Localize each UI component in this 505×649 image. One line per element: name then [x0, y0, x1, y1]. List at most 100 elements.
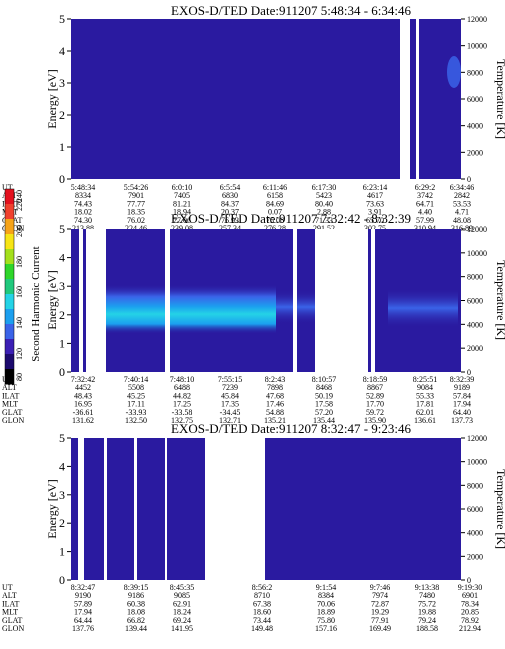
- table-cell: 213.88: [72, 224, 94, 233]
- ytick-label: 0: [59, 365, 65, 379]
- y2tick-label: 12000: [467, 15, 487, 24]
- table-cell: 18.08: [127, 608, 145, 617]
- colorbar-tick: 120: [15, 348, 24, 360]
- table-cell: 9:19:30: [458, 583, 482, 592]
- table-cell: 77.06: [173, 216, 191, 225]
- ytick-label: 1: [59, 336, 65, 350]
- table-cell: 7:32:42: [71, 375, 95, 384]
- colorbar-swatch: [5, 339, 14, 355]
- table-cell: -33.93: [126, 408, 147, 417]
- table-cell: 9:13:38: [415, 583, 439, 592]
- table-cell: 45.25: [127, 391, 145, 400]
- table-cell: 291.52: [313, 224, 335, 233]
- panel-1-left-ticks: 0 1 2 3 4 5: [59, 12, 71, 186]
- table-row-label: GLON: [2, 416, 24, 425]
- table-cell: -36.61: [73, 408, 94, 417]
- panel-3-left-ticks: 0 1 2 3 4 5: [59, 431, 71, 587]
- ytick-label: 0: [59, 573, 65, 587]
- table-cell: 149.48: [251, 624, 273, 633]
- y2tick-label: 6000: [467, 95, 483, 104]
- table-cell: 6488: [174, 383, 190, 392]
- colorbar-tick: 180: [15, 256, 24, 268]
- table-cell: 8:56:2: [252, 583, 272, 592]
- table-cell: 44.82: [173, 391, 191, 400]
- ytick-label: 2: [59, 516, 65, 530]
- colorbar-frame: [4, 188, 15, 385]
- table-cell: 72.87: [371, 599, 389, 608]
- colorbar-label: Second Harmonic Current: [30, 246, 42, 361]
- table-cell: 59.72: [366, 408, 384, 417]
- colorbar-swatch: [5, 189, 14, 205]
- panel-3-y2label: Temperature [K]: [494, 469, 505, 549]
- colorbar-swatch: [5, 264, 14, 280]
- table-cell: 64.40: [453, 408, 471, 417]
- table-cell: 132.71: [219, 416, 241, 425]
- panel-3-title: EXOS-D/TED Date:911207 8:32:47 - 9:23:46: [171, 421, 411, 436]
- table-cell: 139.44: [125, 624, 147, 633]
- table-row-label: MLT: [2, 400, 18, 409]
- table-cell: 8867: [367, 383, 383, 392]
- table-cell: 8:45:35: [170, 583, 194, 592]
- ytick-label: 3: [59, 76, 65, 90]
- table-cell: 71.33: [315, 216, 333, 225]
- colorbar-swatch: [5, 249, 14, 265]
- table-cell: 5:48:34: [71, 183, 95, 192]
- table-cell: 8:18:59: [363, 375, 387, 384]
- table-cell: 78.92: [461, 616, 479, 625]
- panel-1-right-ticks: 0 2000 4000 6000 8000 10000 12000: [461, 15, 487, 184]
- table-cell: 7:55:15: [218, 375, 242, 384]
- ytick-label: 3: [59, 488, 65, 502]
- panel-2-table: UT 7:32:42 7:40:14 7:48:10 7:55:15 8:2:43 8:10…: [2, 375, 474, 425]
- table-cell: 7480: [419, 591, 435, 600]
- y2tick-label: 2000: [467, 344, 483, 353]
- panel-2-ylabel: Energy [eV]: [45, 270, 59, 329]
- table-cell: 3742: [417, 191, 433, 200]
- table-cell: 17.11: [127, 400, 145, 409]
- table-cell: 4617: [367, 191, 383, 200]
- table-cell: 69.24: [173, 616, 191, 625]
- table-cell: 135.44: [313, 416, 335, 425]
- table-cell: 84.37: [221, 199, 239, 208]
- y2tick-label: 0: [467, 368, 471, 377]
- table-cell: 84.69: [266, 199, 284, 208]
- panel-2-y2label: Temperature [K]: [494, 260, 505, 340]
- panel-1-plot-area: [71, 19, 461, 179]
- y2tick-label: 6000: [467, 297, 483, 306]
- table-row-label: UT: [2, 375, 13, 384]
- panel-1-y2label: Temperature [K]: [494, 59, 505, 139]
- table-cell: 57.84: [453, 391, 471, 400]
- table-cell: 2842: [454, 191, 470, 200]
- table-cell: 54.88: [266, 408, 284, 417]
- table-cell: 8:32:47: [71, 583, 95, 592]
- table-cell: 19.88: [418, 608, 436, 617]
- panel-3-gap-5: [205, 438, 265, 580]
- colorbar-swatches: [4, 188, 15, 385]
- colorbar-tick: 240: [15, 190, 24, 202]
- y2tick-label: 12000: [467, 434, 487, 443]
- table-cell: 224.46: [125, 224, 147, 233]
- table-cell: 257.34: [219, 224, 241, 233]
- panel-2-gap-1: [79, 229, 83, 372]
- table-row-label: UT: [2, 183, 13, 192]
- table-cell: 80.40: [315, 199, 333, 208]
- colorbar-tick: 140: [15, 317, 24, 329]
- y2tick-label: 8000: [467, 68, 483, 77]
- table-cell: 239.08: [171, 224, 193, 233]
- table-row-label: ILAT: [2, 599, 19, 608]
- y2tick-label: 10000: [467, 458, 487, 467]
- panel-3-ylabel: Energy [eV]: [45, 479, 59, 538]
- table-cell: 17.35: [221, 400, 239, 409]
- panel-3-gap-3: [134, 438, 137, 580]
- table-cell: 48.43: [74, 391, 92, 400]
- table-cell: 20.37: [221, 208, 239, 217]
- panel-2-right-ticks: 0 2000 4000 6000 8000 10000 12000: [461, 225, 487, 377]
- panel-2-band-tail: [388, 288, 458, 328]
- table-cell: 302.75: [364, 224, 386, 233]
- table-cell: 6:5:54: [220, 183, 240, 192]
- table-row-label: ALT: [2, 383, 17, 392]
- table-cell: 4.71: [455, 208, 469, 217]
- ytick-label: 5: [59, 12, 65, 26]
- table-cell: -33.58: [172, 408, 193, 417]
